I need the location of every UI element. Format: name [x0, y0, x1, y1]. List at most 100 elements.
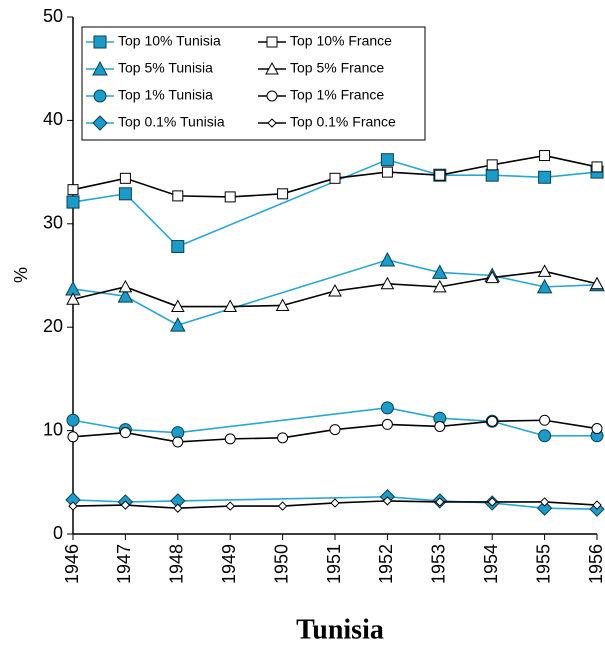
marker [267, 118, 277, 128]
x-tick-label: 1947 [114, 544, 134, 584]
marker [329, 424, 341, 436]
legend-label: Top 1% France [290, 87, 384, 103]
series [67, 414, 603, 448]
chart-title: Tunisia [296, 614, 384, 645]
marker [265, 61, 279, 75]
y-axis-label: % [11, 267, 31, 283]
x-tick-label: 1956 [586, 544, 605, 584]
marker [223, 299, 238, 313]
marker [120, 500, 131, 510]
x-tick-label: 1949 [219, 544, 239, 584]
x-tick-label: 1953 [429, 544, 449, 584]
marker [381, 418, 393, 430]
marker [172, 436, 184, 448]
marker [590, 276, 604, 290]
marker [224, 191, 236, 203]
marker [330, 498, 340, 508]
marker [67, 431, 79, 443]
marker [538, 429, 552, 443]
marker [224, 433, 236, 445]
marker [329, 172, 341, 184]
marker [539, 414, 551, 426]
marker [380, 153, 394, 167]
series-line [72, 407, 597, 437]
marker [435, 497, 445, 507]
legend-label: Top 5% Tunisia [118, 60, 213, 76]
marker [117, 288, 134, 303]
x-tick-label: 1950 [271, 544, 291, 584]
marker [266, 36, 278, 48]
marker [170, 299, 185, 313]
series-line [72, 259, 598, 326]
marker [537, 264, 552, 277]
legend-label: Top 0.1% Tunisia [118, 114, 225, 130]
marker [277, 432, 289, 444]
x-tick-label: 1946 [62, 544, 82, 584]
marker [485, 270, 500, 284]
marker [93, 89, 107, 103]
series [68, 496, 602, 513]
marker [539, 150, 551, 162]
series-line [72, 495, 598, 510]
marker [66, 292, 80, 305]
marker [172, 190, 184, 202]
y-tick-label: 30 [43, 213, 63, 233]
marker [536, 278, 553, 294]
y-tick-label: 50 [43, 6, 63, 26]
marker [538, 170, 552, 184]
marker [539, 497, 550, 507]
legend-label: Top 0.1% France [290, 114, 396, 130]
series [66, 264, 604, 313]
marker [328, 283, 342, 297]
marker [118, 279, 133, 293]
marker [275, 298, 290, 311]
marker [266, 90, 278, 102]
marker [118, 187, 132, 201]
marker [536, 500, 553, 516]
y-tick-label: 40 [43, 109, 63, 129]
legend-label: Top 5% France [290, 60, 384, 76]
marker [119, 172, 131, 184]
x-tick-label: 1951 [324, 544, 344, 584]
y-tick-label: 10 [43, 419, 63, 439]
marker [380, 401, 394, 415]
y-tick-label: 20 [43, 316, 63, 336]
series-line [72, 158, 598, 248]
marker [173, 503, 183, 513]
legend-label: Top 10% France [290, 33, 392, 49]
series [66, 153, 604, 254]
legend-label: Top 1% Tunisia [118, 87, 213, 103]
marker [66, 413, 80, 427]
x-tick-label: 1948 [167, 544, 187, 584]
marker [592, 500, 602, 510]
legend: Top 10% Tunisia Top 10% France Top 5% Tuni… [81, 26, 426, 141]
marker [434, 169, 446, 181]
marker [225, 501, 235, 511]
marker [382, 496, 393, 506]
marker [277, 501, 288, 511]
y-tick-label: 0 [53, 523, 63, 543]
marker [92, 115, 108, 131]
marker [487, 497, 497, 507]
marker [119, 427, 131, 439]
x-tick-label: 1955 [533, 544, 553, 584]
marker [169, 317, 186, 332]
marker [381, 166, 393, 178]
legend-box [81, 26, 426, 141]
marker [171, 240, 185, 254]
marker [486, 415, 498, 427]
marker [93, 35, 107, 49]
marker [380, 276, 395, 290]
marker [68, 501, 78, 511]
marker [431, 264, 448, 279]
marker [277, 188, 289, 200]
marker [92, 60, 108, 76]
marker [432, 279, 447, 293]
marker [591, 423, 603, 435]
x-tick-label: 1952 [376, 544, 396, 584]
marker [485, 168, 499, 182]
marker [67, 184, 79, 196]
marker [591, 161, 603, 173]
marker [66, 195, 80, 209]
